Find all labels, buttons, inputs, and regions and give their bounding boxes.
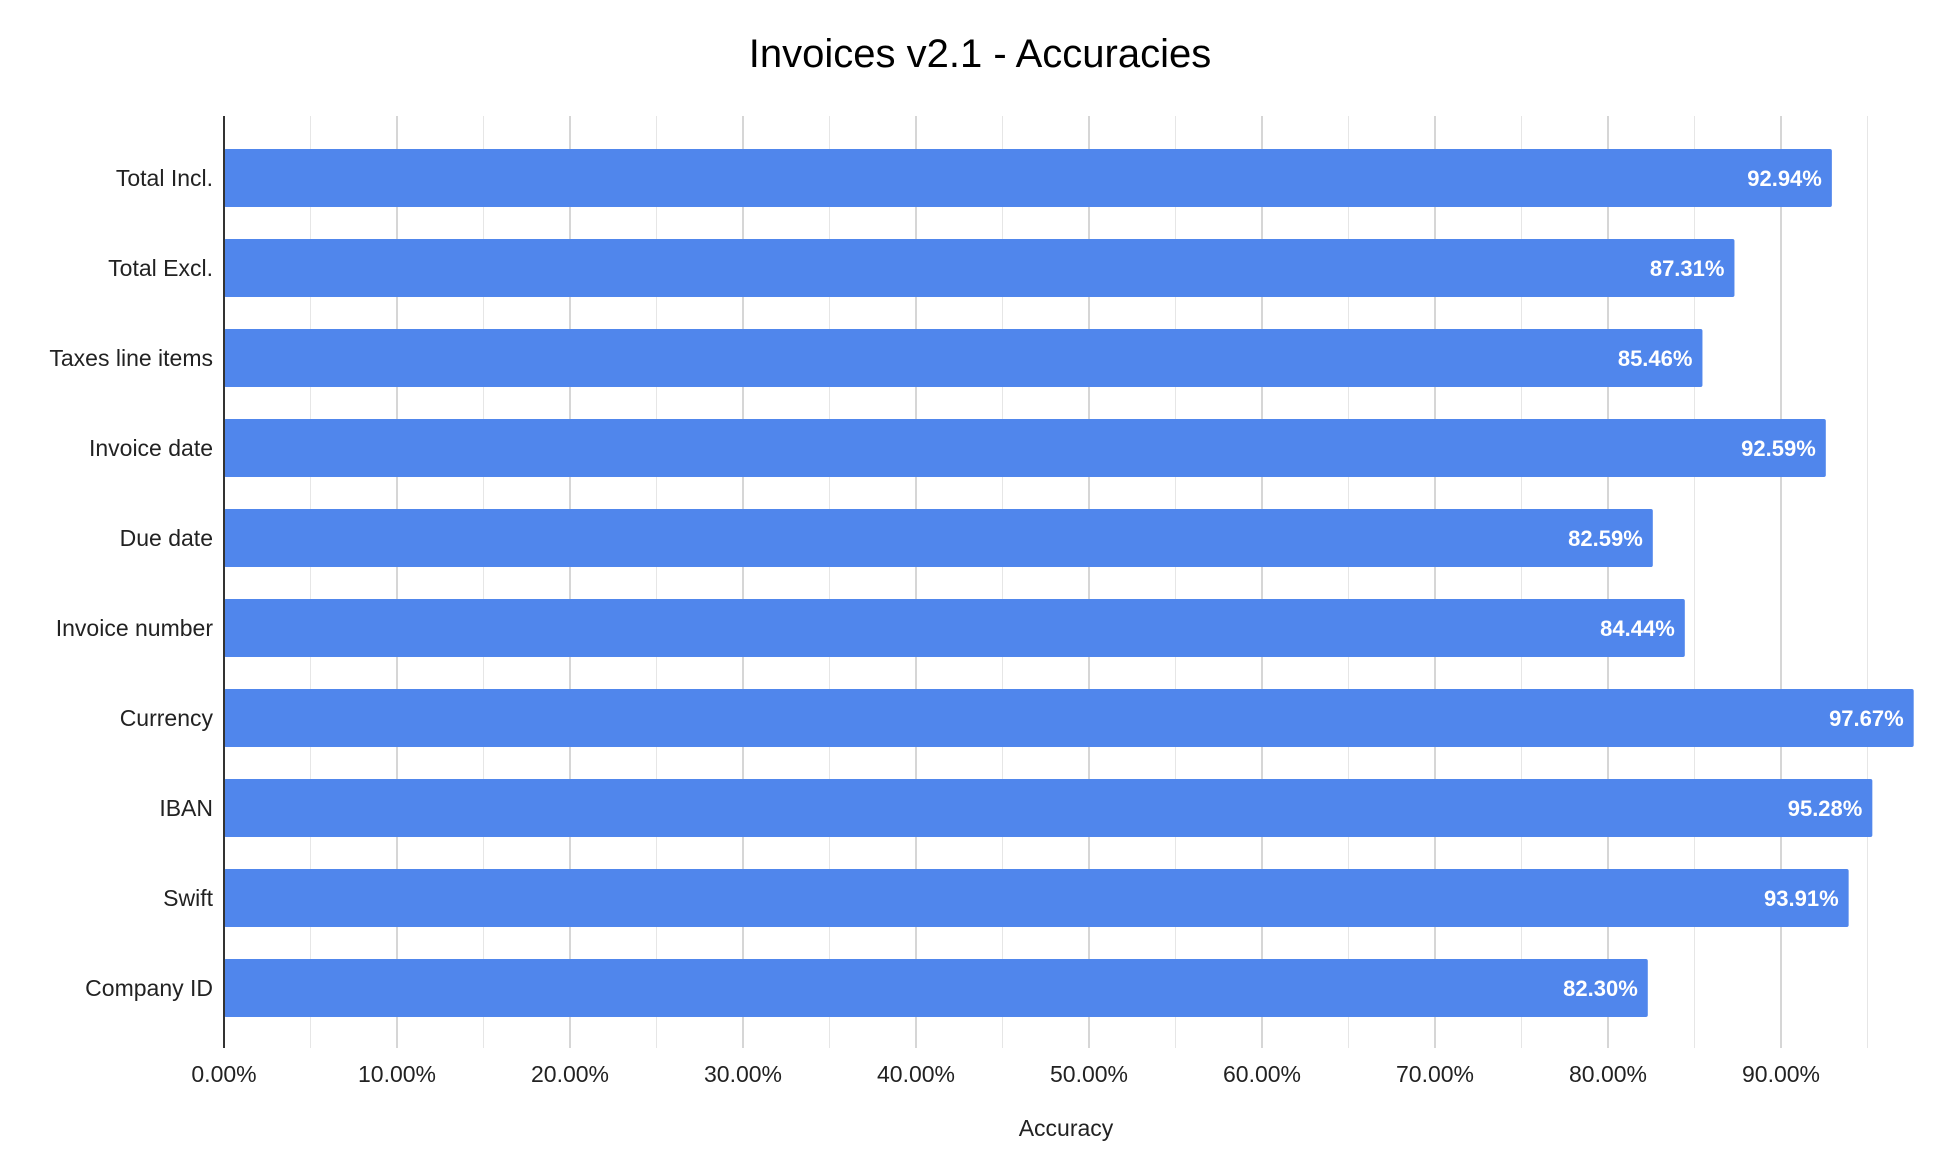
bar-value-label: 87.31% <box>1650 256 1725 281</box>
bar-value-label: 97.67% <box>1829 706 1904 731</box>
bar-value-label: 93.91% <box>1764 886 1839 911</box>
category-label: Invoice date <box>89 435 213 461</box>
bar-value-label: 82.59% <box>1568 526 1643 551</box>
x-tick-label: 10.00% <box>358 1061 436 1087</box>
x-tick-label: 90.00% <box>1742 1061 1820 1087</box>
bar-value-label: 95.28% <box>1788 796 1863 821</box>
x-tick-label: 30.00% <box>704 1061 782 1087</box>
x-tick-label: 0.00% <box>191 1061 256 1087</box>
bar-value-label: 92.59% <box>1741 436 1816 461</box>
bar <box>224 239 1735 297</box>
bar <box>224 959 1648 1017</box>
bars: 92.94% 87.31% 85.46% 92.59% 82.59% 84.44% 97.6… <box>224 149 1914 1017</box>
category-label: Swift <box>163 885 213 911</box>
bar <box>224 689 1914 747</box>
bar <box>224 329 1703 387</box>
x-tick-labels: 0.00% 10.00% 20.00% 30.00% 40.00% 50.00% 60.00… <box>191 1061 1820 1087</box>
x-tick-label: 80.00% <box>1569 1061 1647 1087</box>
bar-value-label: 82.30% <box>1563 976 1638 1001</box>
bar-value-label: 85.46% <box>1618 346 1693 371</box>
category-label: Due date <box>120 525 213 551</box>
bar-value-label: 84.44% <box>1600 616 1675 641</box>
category-label: Total Excl. <box>108 255 213 281</box>
bar <box>224 869 1849 927</box>
category-label: IBAN <box>159 795 213 821</box>
category-label: Invoice number <box>56 615 214 641</box>
bar <box>224 149 1832 207</box>
category-label: Company ID <box>85 975 213 1001</box>
x-tick-label: 40.00% <box>877 1061 955 1087</box>
bar-value-label: 92.94% <box>1747 166 1822 191</box>
chart-title: Invoices v2.1 - Accuracies <box>749 32 1211 76</box>
x-tick-label: 70.00% <box>1396 1061 1474 1087</box>
bar <box>224 509 1653 567</box>
bar <box>224 599 1685 657</box>
category-label: Total Incl. <box>116 165 213 191</box>
category-labels: Total Incl. Total Excl. Taxes line items In… <box>49 165 213 1001</box>
category-label: Currency <box>120 705 214 731</box>
bar <box>224 419 1826 477</box>
x-axis-title: Accuracy <box>1019 1115 1114 1141</box>
x-tick-label: 50.00% <box>1050 1061 1128 1087</box>
bar <box>224 779 1873 837</box>
category-label: Taxes line items <box>49 345 213 371</box>
x-tick-label: 20.00% <box>531 1061 609 1087</box>
x-tick-label: 60.00% <box>1223 1061 1301 1087</box>
